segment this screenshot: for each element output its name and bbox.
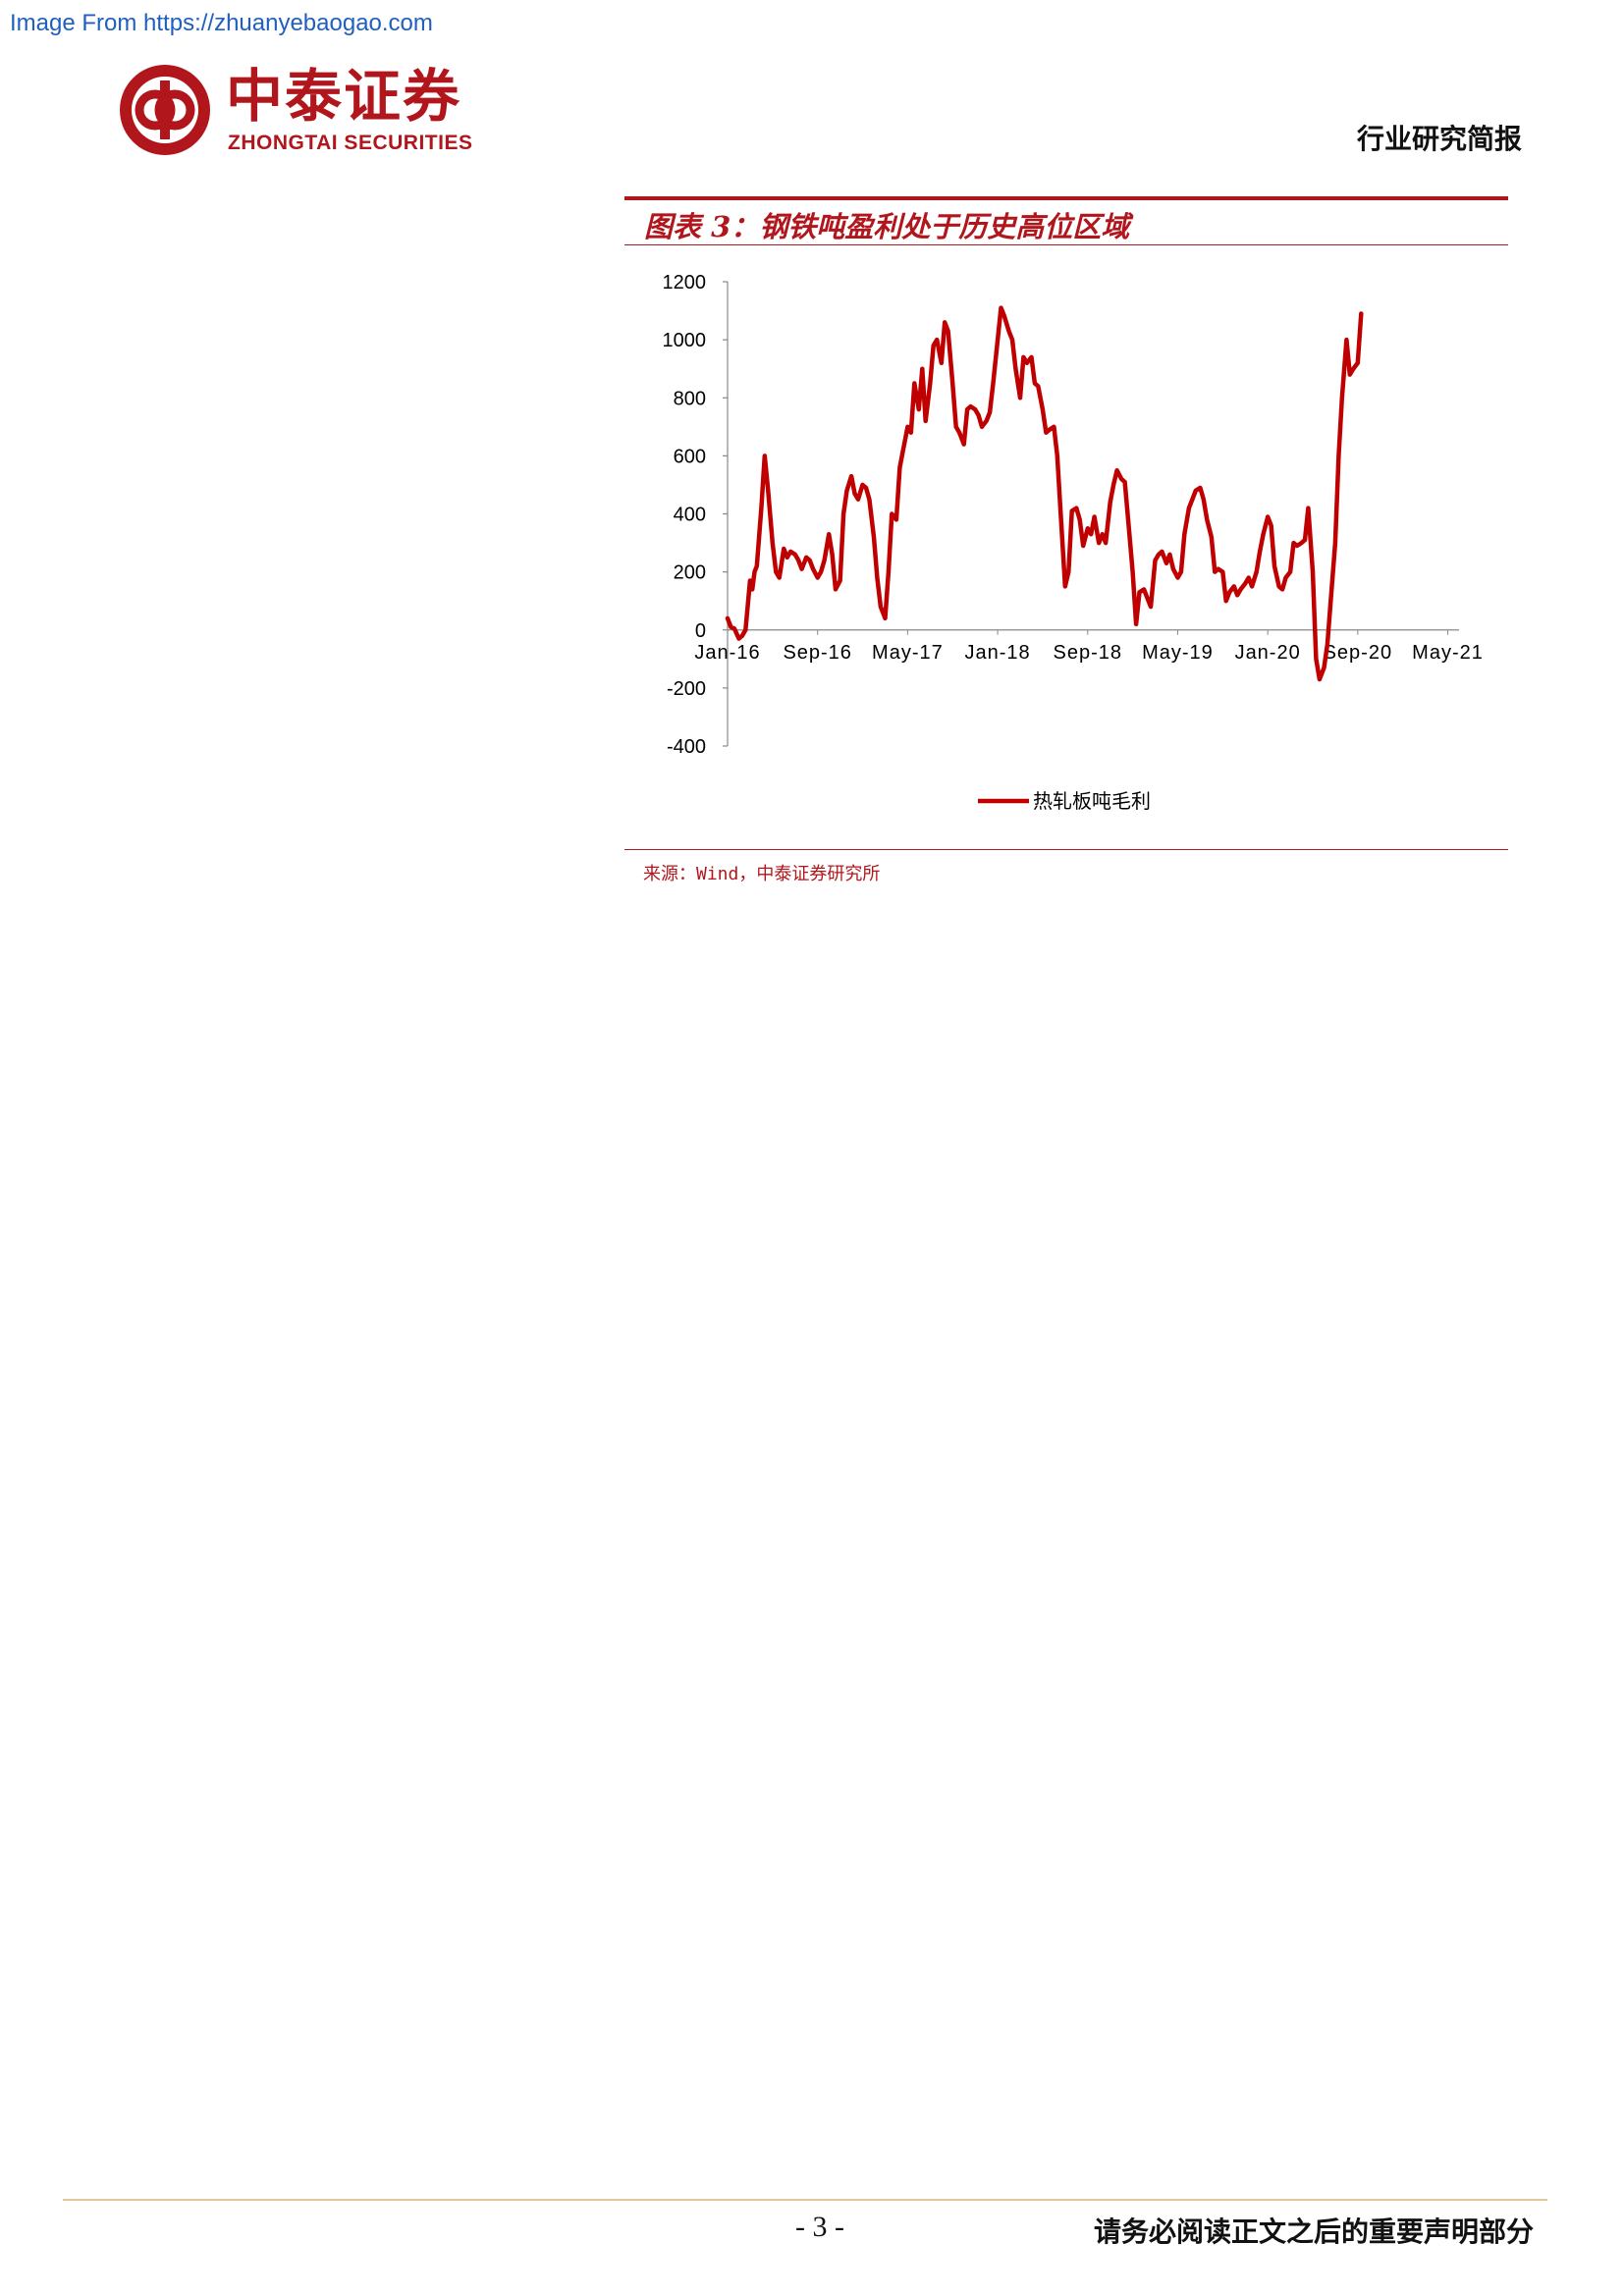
- x-tick-label: May-21: [1412, 642, 1484, 664]
- x-tick-label: May-17: [872, 642, 944, 664]
- y-tick-label: 0: [695, 620, 706, 642]
- y-axis: 1200 1000 800 600 400 200 0 -200 -400: [663, 272, 729, 758]
- watermark-link[interactable]: Image From https://zhuanyebaogao.com: [10, 10, 433, 36]
- chart-canvas: 1200 1000 800 600 400 200 0 -200 -400 Jan-16 Sep-…: [663, 272, 1484, 813]
- figure-title: 图表 3：钢铁吨盈利处于历史高位区域: [644, 210, 1130, 243]
- footer-rule: [63, 2199, 1547, 2201]
- x-tick-label: Jan-16: [694, 642, 760, 664]
- y-tick-label: -200: [667, 678, 706, 700]
- y-tick-label: -400: [667, 736, 706, 758]
- x-tick-label: May-19: [1142, 642, 1214, 664]
- series-line-hot-rolled-margin: [725, 305, 1364, 682]
- y-tick-label: 1000: [663, 330, 707, 351]
- x-tick-label: Jan-18: [964, 642, 1030, 664]
- figure-source: 来源：Wind，中泰证券研究所: [643, 864, 881, 884]
- series-layer: [725, 305, 1364, 682]
- disclaimer-note: 请务必阅读正文之后的重要声明部分: [1093, 2216, 1534, 2248]
- logo-english-name: ZHONGTAI SECURITIES: [228, 132, 473, 154]
- report-type-label: 行业研究简报: [1356, 123, 1522, 155]
- y-tick-label: 400: [674, 505, 706, 526]
- figure-title-rule: [624, 244, 1508, 245]
- x-axis: Jan-16 Sep-16 May-17 Jan-18 Sep-18 May-19 Jan-…: [694, 629, 1484, 664]
- zhongtai-logo-icon: [120, 65, 210, 155]
- profit-line-chart: 1200 1000 800 600 400 200 0 -200 -400 Jan-16 Sep-…: [624, 257, 1508, 827]
- company-logo: 中泰证券 ZHONGTAI SECURITIES: [116, 61, 499, 167]
- y-tick-label: 600: [674, 446, 706, 467]
- legend-label: 热轧板吨毛利: [1033, 789, 1151, 813]
- logo-chinese-name: 中泰证券: [226, 63, 462, 130]
- page-number: - 3 -: [795, 2211, 844, 2243]
- y-tick-label: 1200: [663, 272, 707, 294]
- y-tick-label: 800: [674, 388, 706, 409]
- figure-top-rule: [624, 196, 1508, 200]
- y-tick-label: 200: [674, 562, 706, 584]
- x-tick-label: Jan-20: [1235, 642, 1301, 664]
- x-tick-label: Sep-18: [1054, 642, 1123, 664]
- x-tick-label: Sep-20: [1324, 642, 1393, 664]
- x-tick-label: Sep-16: [783, 642, 852, 664]
- figure-bottom-rule: [624, 849, 1508, 850]
- chart-legend: 热轧板吨毛利: [978, 789, 1151, 813]
